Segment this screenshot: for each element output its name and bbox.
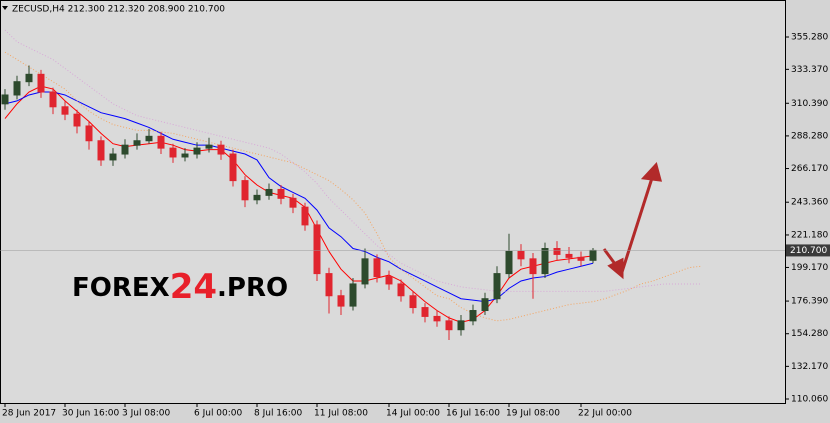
candle-body	[49, 91, 57, 108]
candle-body	[181, 153, 189, 158]
candle-body	[61, 106, 69, 115]
candle-body	[133, 140, 141, 146]
candle-body	[37, 73, 45, 93]
candle-body	[565, 253, 573, 258]
candle-body	[169, 147, 177, 158]
x-tick-label: 14 Jul 00:00	[386, 409, 440, 419]
candle-body	[289, 197, 297, 208]
y-tick-label: 199.170	[791, 263, 828, 273]
candle-body	[121, 144, 129, 155]
candle-body	[589, 249, 597, 261]
x-tick-label: 16 Jul 16:00	[446, 409, 500, 419]
candle-body	[517, 250, 525, 260]
candle-body	[217, 144, 225, 155]
watermark-main: FOREX	[72, 273, 170, 303]
candle-body	[409, 295, 417, 309]
candle-body	[85, 125, 93, 142]
arrow-head	[640, 161, 663, 182]
plot-frame	[0, 0, 786, 404]
candle-body	[457, 320, 465, 331]
chart-title: ZECUSD,H4 212.300 212.320 208.900 210.70…	[12, 5, 225, 15]
candle-body	[373, 258, 381, 278]
candle-body	[577, 256, 585, 261]
x-tick-label: 11 Jul 08:00	[314, 409, 368, 419]
x-tick-label: 22 Jul 00:00	[578, 409, 632, 419]
candle-body	[397, 283, 405, 297]
candle-body	[541, 248, 549, 275]
candle-body	[361, 258, 369, 285]
y-tick-label: 154.280	[791, 329, 828, 339]
candle-body	[433, 315, 441, 322]
symbol-arrow	[2, 6, 8, 10]
candle-body	[445, 320, 453, 331]
candle-body	[157, 135, 165, 149]
candle-body	[1, 94, 9, 105]
candle-body	[385, 276, 393, 285]
watermark: FOREX24.PRO	[72, 267, 288, 307]
x-tick-label: 8 Jul 16:00	[254, 409, 303, 419]
y-tick-label: 310.390	[791, 99, 828, 109]
candle-body	[313, 224, 321, 275]
candle-body	[277, 188, 285, 199]
indicator-line	[4, 51, 702, 322]
candle-body	[73, 113, 81, 127]
y-tick-label: 110.060	[791, 394, 828, 404]
candle-body	[553, 248, 561, 255]
arrow-up	[620, 177, 654, 273]
y-tick-label: 266.170	[791, 164, 828, 174]
y-tick-label: 288.280	[791, 131, 828, 141]
candle-body	[325, 273, 333, 297]
y-tick-label: 132.170	[791, 362, 828, 372]
x-tick-label: 3 Jul 08:00	[122, 409, 171, 419]
candle-body	[109, 153, 117, 161]
candle-body	[505, 250, 513, 275]
x-tick-label: 30 Jun 16:00	[62, 409, 119, 419]
x-tick-label: 6 Jul 00:00	[194, 409, 243, 419]
candle-body	[481, 298, 489, 312]
candle-body	[97, 140, 105, 161]
y-tick-label: 355.280	[791, 32, 828, 42]
candle-body	[421, 307, 429, 317]
y-tick-label: 221.180	[791, 230, 828, 240]
candle-body	[337, 295, 345, 307]
price-tag-bg	[786, 244, 830, 257]
candle-body	[145, 135, 153, 142]
candle-body	[241, 180, 249, 201]
candle-body	[349, 283, 357, 307]
y-tick-label: 176.390	[791, 297, 828, 307]
x-tick-label: 19 Jul 08:00	[506, 409, 560, 419]
forecast-arrows	[602, 161, 663, 280]
candle-body	[25, 73, 33, 83]
y-tick-label: 243.360	[791, 198, 828, 208]
candle-body	[253, 194, 261, 201]
watermark-accent: 24	[170, 267, 217, 307]
candle-body	[493, 273, 501, 300]
candle-body	[193, 147, 201, 155]
candle-body	[469, 310, 477, 322]
y-tick-label: 333.370	[791, 65, 828, 75]
candle-body	[13, 81, 21, 96]
candle-body	[205, 144, 213, 149]
candle-body	[301, 206, 309, 226]
watermark-tail: .PRO	[217, 273, 288, 303]
candle-body	[529, 258, 537, 275]
x-tick-label: 28 Jun 2017	[2, 409, 56, 419]
price-tag: 210.700	[790, 246, 827, 256]
candle-body	[229, 153, 237, 182]
candle-body	[265, 188, 273, 196]
